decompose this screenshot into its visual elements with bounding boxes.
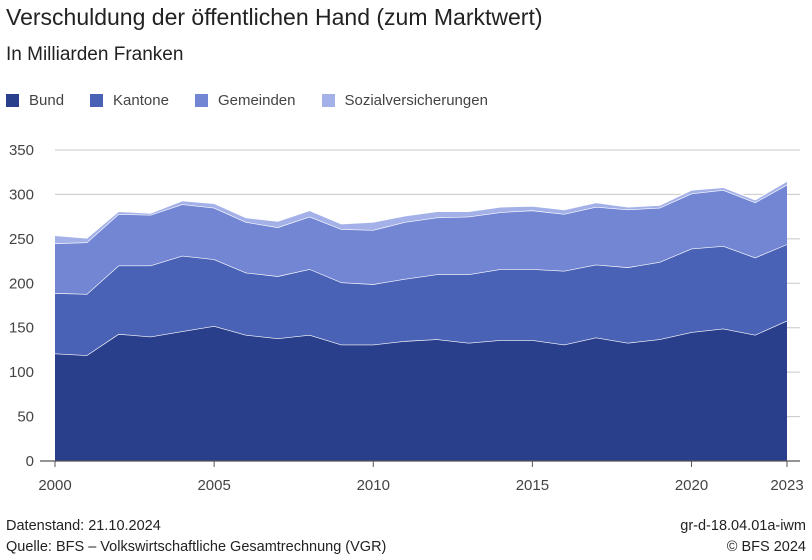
data-date-note: Datenstand: 21.10.2024 [6,518,161,534]
y-tick-label: 0 [26,453,34,470]
area-series-bund [55,320,787,461]
y-tick-label: 350 [9,142,34,159]
y-tick-label: 150 [9,320,34,337]
legend-swatch [90,94,104,107]
legend-swatch [6,94,19,107]
y-tick-label: 200 [9,275,34,292]
legend-item-kantone: Kantone [90,92,169,109]
y-tick-label: 300 [9,186,34,203]
copyright-note: © BFS 2024 [726,539,806,555]
x-tick-label: 2020 [675,477,708,494]
chart-title: Verschuldung der öffentlichen Hand (zum … [6,4,543,30]
legend-label: Bund [29,92,65,109]
area-chart: 0 50 100 150 200 250 300 350 2000 2005 2010 2015 202… [9,142,804,494]
y-tick-label: 100 [9,364,34,381]
legend-label: Kantone [113,92,169,109]
y-tick-label: 50 [17,409,34,426]
legend-label: Sozialversicherungen [344,92,488,109]
source-note: Quelle: BFS – Volkswirtschaftliche Gesam… [6,539,387,555]
x-tick-label: 2023 [770,477,803,494]
chart-legend: Bund Kantone Gemeinden Sozialversicherungen [6,92,514,109]
chart-code: gr-d-18.04.01a-iwm [680,518,806,534]
x-tick-label: 2000 [38,477,71,494]
legend-swatch [321,94,335,107]
legend-item-sozialversicherungen: Sozialversicherungen [321,92,488,109]
x-tick-label: 2015 [516,477,549,494]
area-series-kantone [55,244,787,356]
chart-subtitle: In Milliarden Franken [6,44,184,65]
legend-item-gemeinden: Gemeinden [194,92,296,109]
x-tick-label: 2010 [357,477,390,494]
legend-item-bund: Bund [6,92,64,109]
legend-label: Gemeinden [217,92,296,109]
legend-swatch [194,94,208,107]
y-tick-label: 250 [9,231,34,248]
area-series-edge [54,180,788,239]
area-series-gemeinden [55,184,787,294]
x-tick-label: 2005 [197,477,230,494]
